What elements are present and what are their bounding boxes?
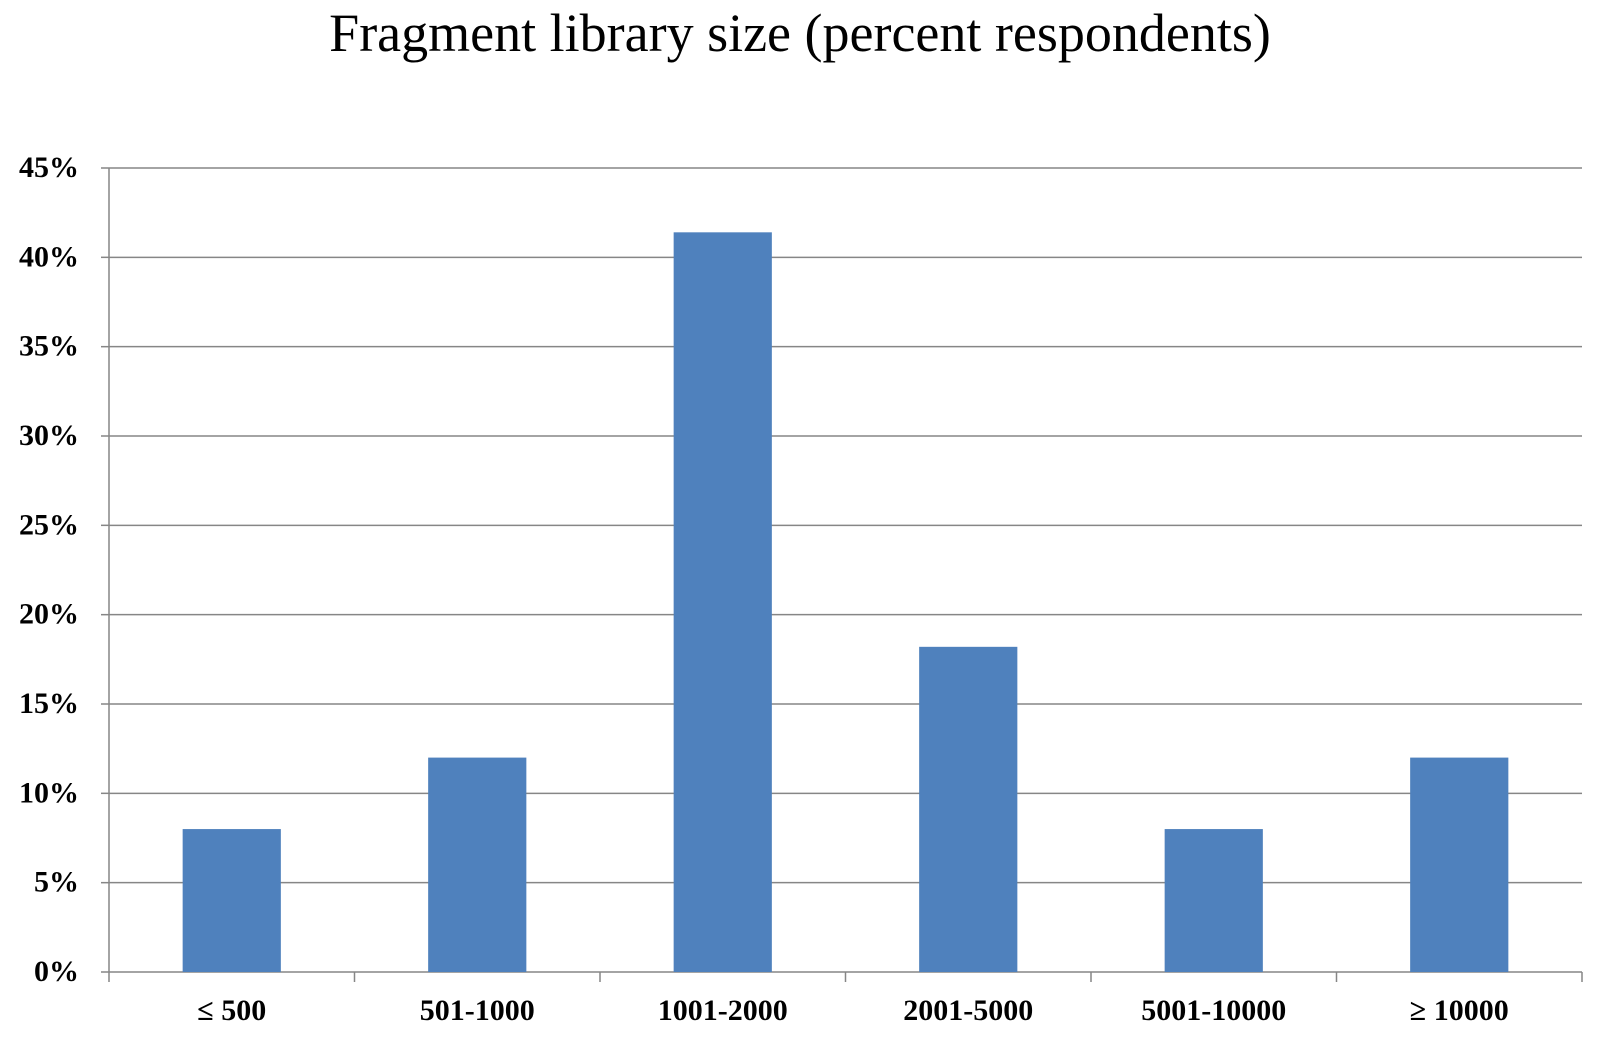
x-tick-label: 1001-2000: [658, 994, 788, 1027]
chart-title: Fragment library size (percent responden…: [329, 3, 1271, 63]
bar-3: [673, 232, 772, 972]
bar-2: [428, 757, 527, 972]
x-tick-label: ≥ 10000: [1410, 994, 1509, 1027]
bar-4: [919, 646, 1018, 972]
bar-6: [1410, 757, 1509, 972]
x-tick-label: ≤ 500: [197, 994, 266, 1027]
y-tick-label: 10%: [19, 776, 79, 809]
y-tick-label: 15%: [19, 687, 79, 720]
x-tick-label: 5001-10000: [1141, 994, 1286, 1027]
bar-5: [1164, 829, 1263, 972]
y-tick-label: 20%: [19, 598, 79, 631]
y-tick-label: 30%: [19, 419, 79, 452]
y-tick-label: 5%: [34, 866, 79, 899]
x-tick-label: 2001-5000: [903, 994, 1033, 1027]
y-tick-label: 0%: [34, 955, 79, 988]
bar-1: [182, 829, 281, 972]
y-tick-label: 35%: [19, 330, 79, 363]
x-tick-label: 501-1000: [420, 994, 535, 1027]
y-tick-label: 45%: [19, 151, 79, 184]
y-tick-label: 25%: [19, 508, 79, 541]
y-tick-label: 40%: [19, 240, 79, 273]
